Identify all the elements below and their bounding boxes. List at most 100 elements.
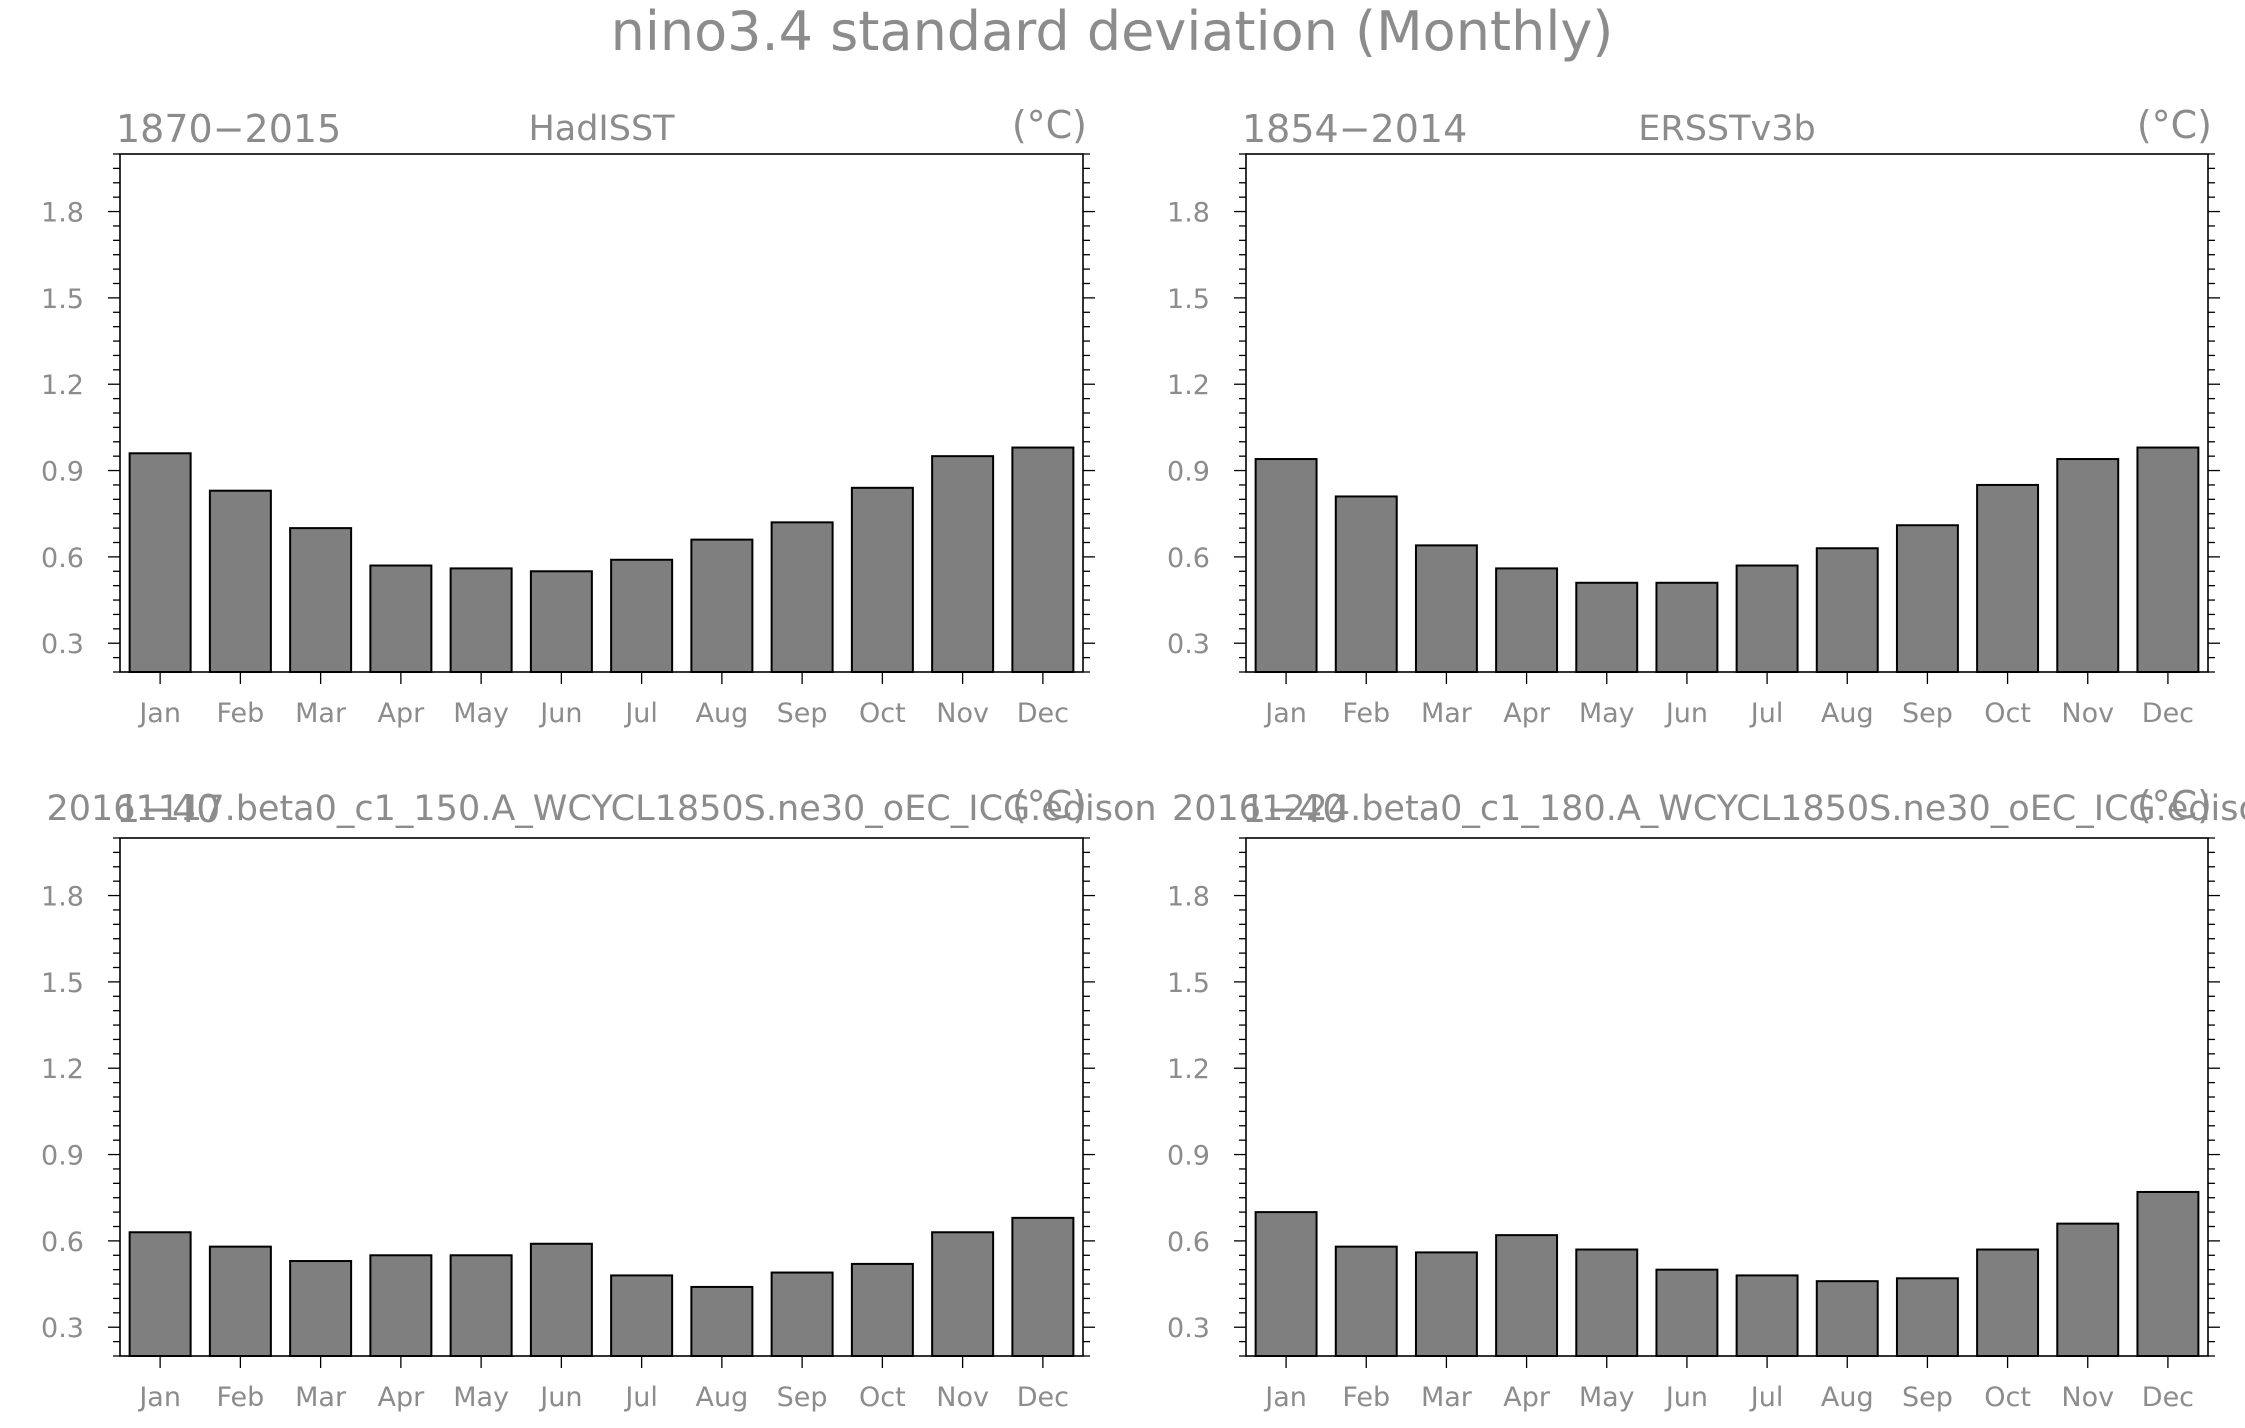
y-tick-label: 0.9 [1167, 1141, 1210, 1172]
bar [208, 1245, 272, 1357]
y-tick-label: 1.2 [1167, 370, 1210, 401]
bar [1655, 1268, 1719, 1357]
panel-dataset-label: HadISST [528, 109, 675, 149]
x-tick-label: Mar [295, 1382, 347, 1413]
x-tick-label: Jun [538, 1382, 582, 1413]
y-tick-label: 1.8 [1167, 198, 1210, 229]
bar [1895, 524, 1959, 673]
bar [289, 1260, 353, 1357]
x-tick-label: Aug [696, 698, 749, 729]
y-tick-label: 1.5 [1167, 968, 1210, 999]
bar [770, 1271, 834, 1357]
bar [1495, 1234, 1559, 1357]
bar [1976, 1248, 2040, 1357]
bar [1815, 547, 1879, 673]
panel-unit-label: (°C) [2137, 103, 2212, 147]
x-tick-label: Oct [1984, 698, 2031, 729]
bar [1976, 483, 2040, 674]
y-tick-label: 0.3 [1167, 629, 1210, 660]
x-tick-label: Jul [1749, 698, 1784, 729]
x-tick-label: May [1579, 698, 1635, 729]
bar [1011, 1216, 1075, 1358]
x-tick-label: Jun [1664, 698, 1708, 729]
main-title: nino3.4 standard deviation (Monthly) [611, 0, 1614, 63]
y-tick-label: 0.6 [1167, 543, 1210, 574]
y-tick-label: 1.5 [41, 968, 84, 999]
y-tick-label: 1.8 [41, 198, 84, 229]
panel-unit-label: (°C) [1012, 103, 1087, 147]
x-tick-label: Dec [1017, 698, 1069, 729]
x-tick-label: Apr [1503, 1382, 1551, 1413]
bar [1334, 495, 1398, 674]
x-tick-label: Oct [859, 1382, 906, 1413]
y-tick-label: 0.9 [41, 1141, 84, 1172]
x-tick-label: Mar [1421, 698, 1473, 729]
y-tick-label: 1.2 [1167, 1054, 1210, 1085]
bar [1895, 1277, 1959, 1358]
bar [931, 455, 995, 673]
y-tick-label: 0.6 [41, 543, 84, 574]
x-tick-label: Jan [1263, 698, 1307, 729]
panel-period-label: 1−40 [1242, 787, 1346, 831]
chart-panel: 0.3 0.6 0.9 1.2 1.5 1.8 Jan Feb Mar Apr May Jun Jul A… [41, 783, 1157, 1413]
bar [128, 452, 192, 673]
y-tick-label: 1.5 [41, 284, 84, 315]
x-tick-label: Aug [1821, 1382, 1874, 1413]
bar [1575, 581, 1639, 673]
y-tick-label: 0.3 [1167, 1313, 1210, 1344]
x-tick-label: Jun [1664, 1382, 1708, 1413]
x-tick-label: Mar [295, 698, 347, 729]
bar [529, 1242, 593, 1358]
chart-panel: 0.3 0.6 0.9 1.2 1.5 1.8 Jan Feb Mar Apr May Jun Jul A… [41, 103, 1095, 729]
x-tick-label: Dec [2142, 698, 2194, 729]
x-tick-label: Sep [777, 1382, 828, 1413]
bar [2056, 1222, 2120, 1357]
bar [2136, 1190, 2200, 1358]
x-tick-label: Feb [216, 1382, 264, 1413]
x-tick-label: Feb [216, 698, 264, 729]
x-tick-label: Nov [936, 698, 989, 729]
y-tick-label: 0.6 [1167, 1227, 1210, 1258]
bar [1334, 1245, 1398, 1357]
y-tick-label: 1.2 [41, 370, 84, 401]
x-tick-label: Nov [936, 1382, 989, 1413]
x-tick-label: May [453, 698, 509, 729]
bar [128, 1231, 192, 1358]
bar [1735, 1274, 1799, 1358]
panel-unit-label: (°C) [2137, 783, 2212, 827]
panel-period-label: 1870−2015 [116, 107, 341, 151]
x-tick-label: Oct [1984, 1382, 2031, 1413]
x-tick-label: Sep [1902, 698, 1953, 729]
y-tick-label: 0.3 [41, 1313, 84, 1344]
x-tick-label: May [453, 1382, 509, 1413]
bar [690, 1285, 754, 1358]
bar [1254, 1211, 1318, 1357]
y-tick-label: 0.9 [41, 457, 84, 488]
panel-dataset-label: 20161117.beta0_c1_150.A_WCYCL1850S.ne30_… [46, 789, 1156, 829]
x-tick-label: May [1579, 1382, 1635, 1413]
bar [1655, 581, 1719, 673]
bar [610, 558, 674, 673]
x-tick-label: Aug [1821, 698, 1874, 729]
x-tick-label: Nov [2061, 698, 2114, 729]
bar [369, 564, 433, 673]
x-tick-label: Jan [137, 698, 181, 729]
bar [850, 486, 914, 674]
chart-panel: 0.3 0.6 0.9 1.2 1.5 1.8 Jan Feb Mar Apr May Jun Jul A… [1167, 103, 2220, 729]
panel-dataset-label: 20161224.beta0_c1_180.A_WCYCL1850S.ne30_… [1172, 789, 2245, 829]
x-tick-label: Jul [623, 698, 658, 729]
panel-period-label: 1−40 [116, 787, 220, 831]
bar [1575, 1248, 1639, 1357]
x-tick-label: Apr [1503, 698, 1551, 729]
y-tick-label: 1.8 [1167, 882, 1210, 913]
bar [1495, 567, 1559, 674]
chart-panel: 0.3 0.6 0.9 1.2 1.5 1.8 Jan Feb Mar Apr May Jun Jul A… [1167, 783, 2245, 1413]
x-tick-label: Jan [137, 1382, 181, 1413]
bar [770, 521, 834, 673]
y-tick-label: 1.8 [41, 882, 84, 913]
y-tick-label: 1.5 [1167, 284, 1210, 315]
panel-dataset-label: ERSSTv3b [1638, 109, 1815, 149]
bar [1414, 1251, 1478, 1358]
x-tick-label: Aug [696, 1382, 749, 1413]
